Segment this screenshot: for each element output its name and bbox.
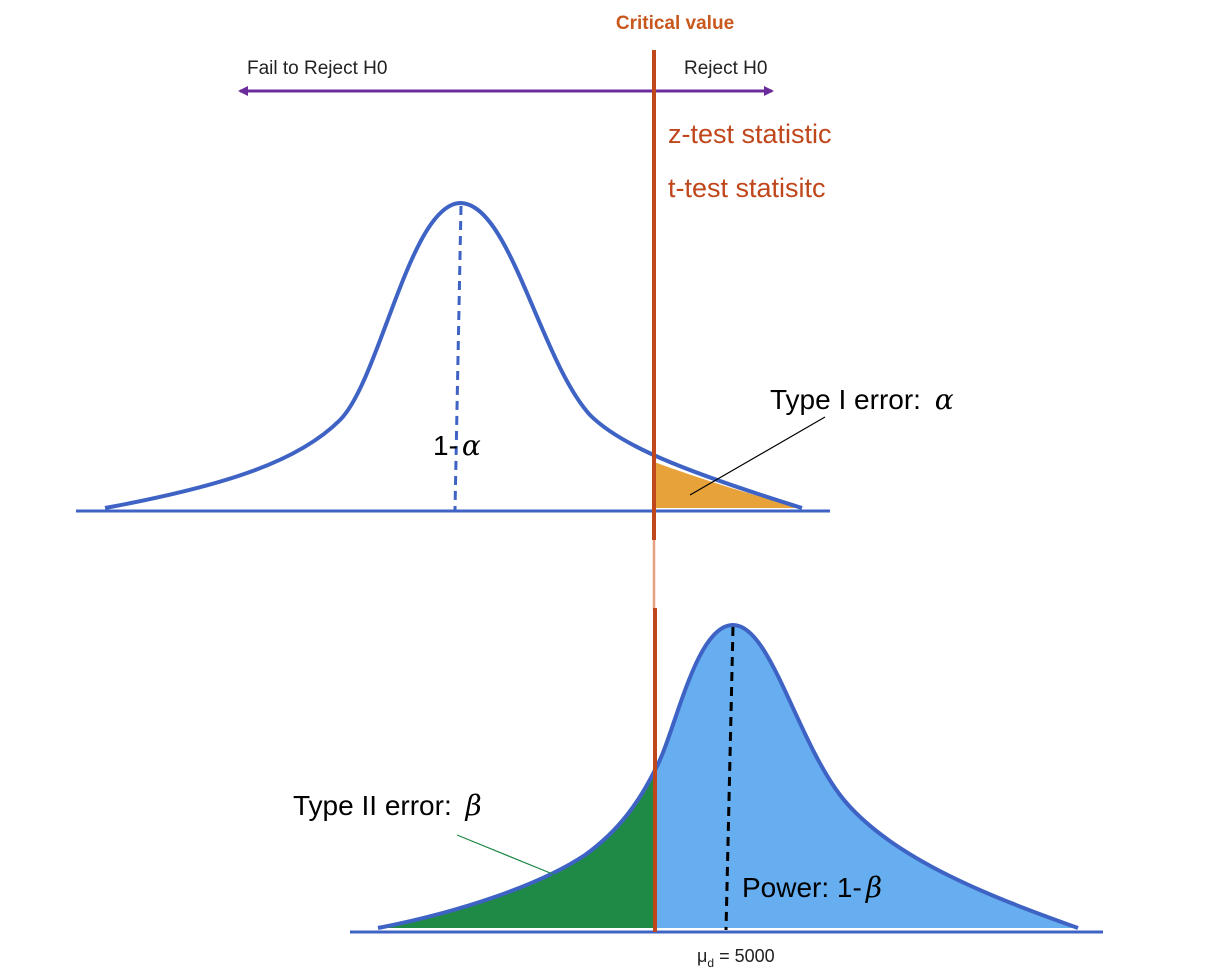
fail-to-reject-label: Fail to Reject H0 [247, 58, 387, 79]
null-mean-line [453, 205, 463, 511]
type1-pointer-line [689, 416, 826, 496]
t-test-statistic-label: t-test statisitc [668, 173, 826, 203]
alternative-mean-label: μd = 5000 [697, 946, 775, 970]
z-test-statistic-label: z-test statistic [668, 119, 832, 149]
type2-error-label: Type II error: β [293, 789, 482, 822]
type2-pointer-line [456, 834, 561, 878]
power-label: Power: 1- β [742, 871, 882, 904]
alternative-mean-line [724, 626, 735, 931]
type2-error-area [378, 770, 655, 928]
power-area [655, 625, 1078, 928]
alternative-distribution-curve [377, 623, 1079, 930]
critical-value-label: Critical value [616, 13, 734, 34]
type1-error-label: Type I error: α [770, 383, 954, 416]
reject-label: Reject H0 [684, 58, 767, 79]
type1-error-area [654, 462, 802, 508]
null-distribution-curve [104, 201, 803, 510]
one-minus-alpha-label: 1- α [433, 429, 481, 462]
